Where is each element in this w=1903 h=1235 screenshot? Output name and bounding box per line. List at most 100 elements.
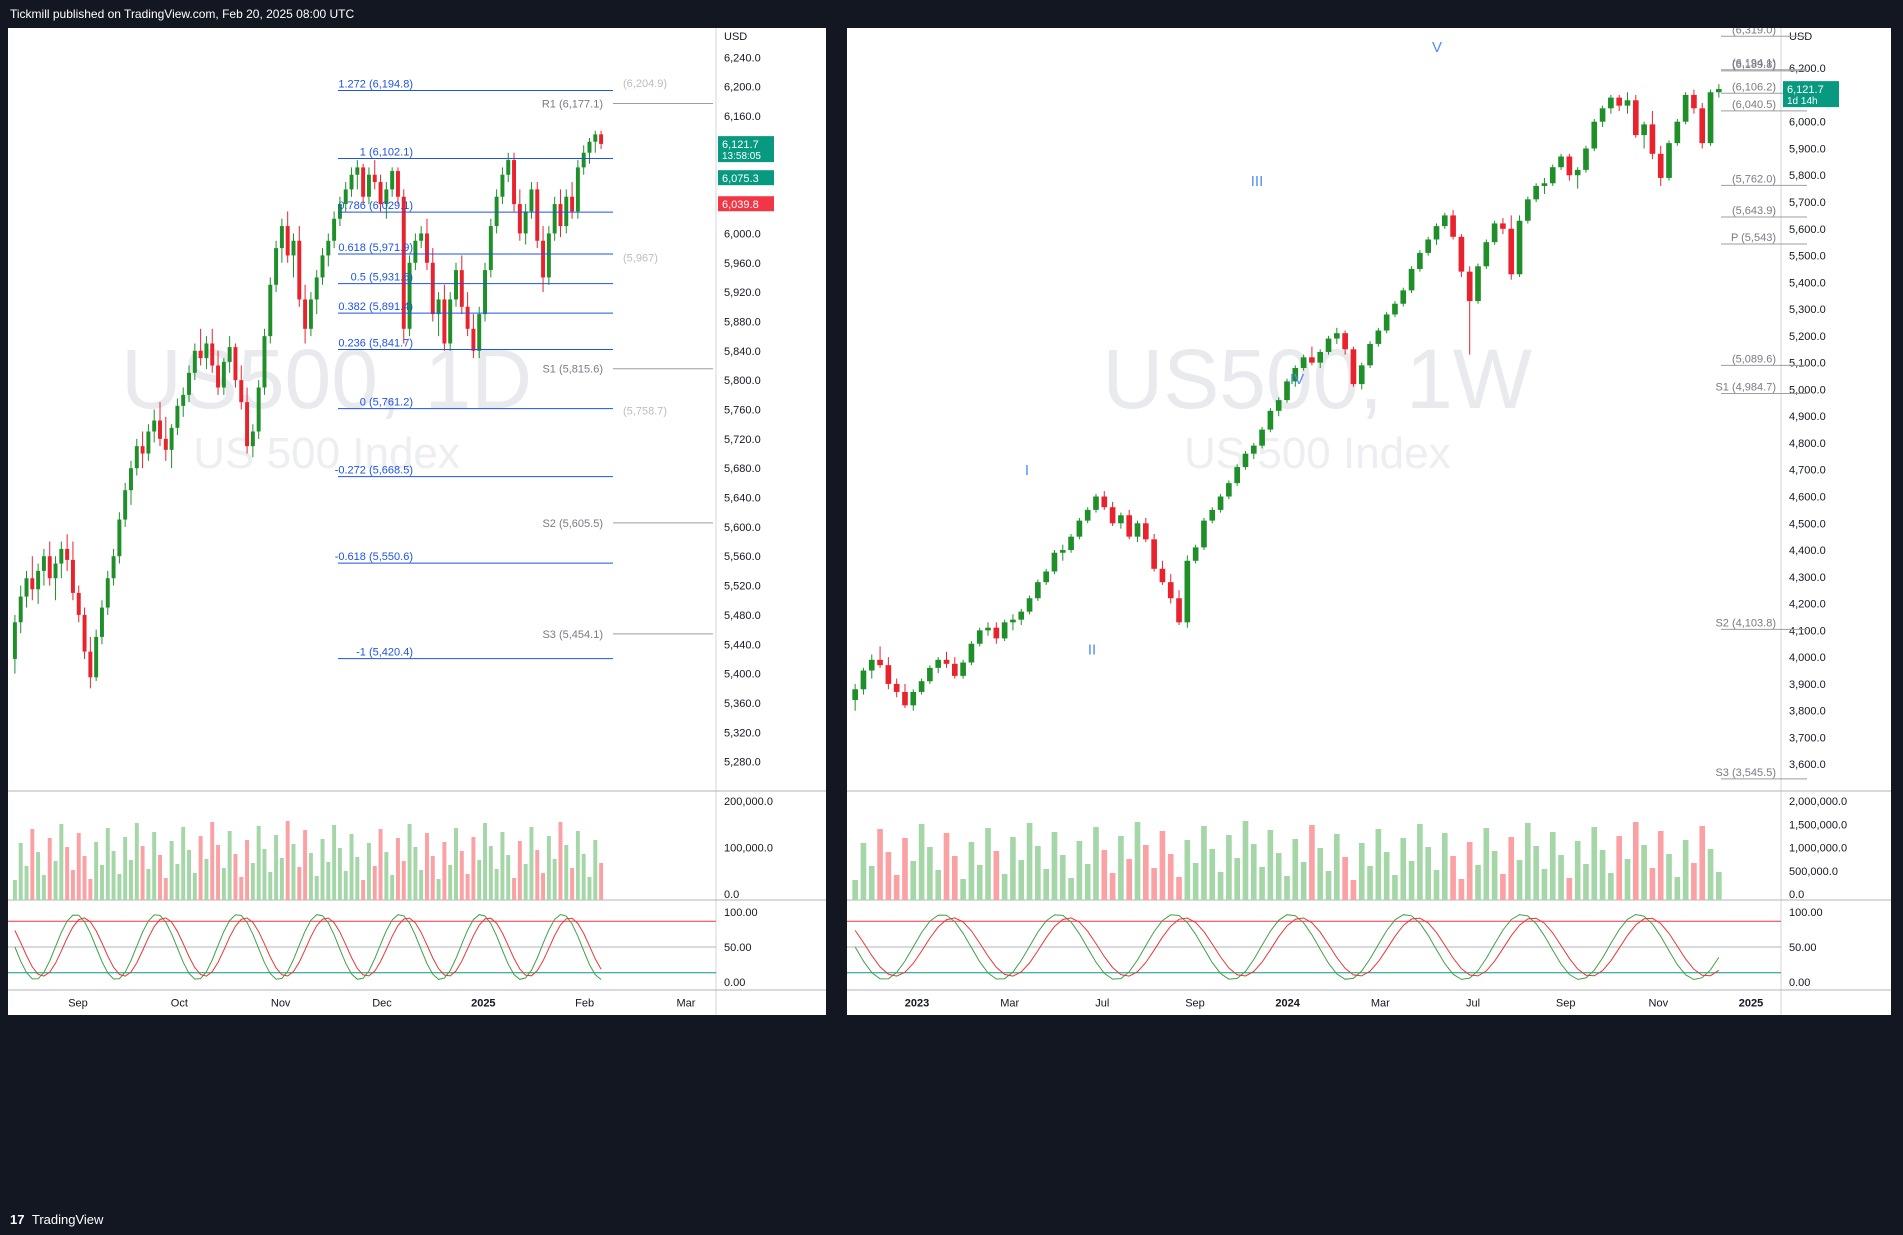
volume-bar <box>1425 847 1432 900</box>
price-label-value: 6,075.3 <box>722 173 759 185</box>
candle-body <box>1558 156 1564 168</box>
time-tick-label: Nov <box>271 998 291 1010</box>
volume-bar <box>1209 849 1216 900</box>
candle-body <box>1657 153 1664 178</box>
level-label: 1.272 (6,194.8) <box>338 79 413 91</box>
volume-bar <box>471 837 476 900</box>
wave-label: I <box>1025 462 1029 479</box>
level-label: (6,189.8) <box>1732 59 1776 71</box>
level-label: -1 (5,420.4) <box>356 647 413 659</box>
oscillator-tick-label: 100.00 <box>1789 907 1823 919</box>
volume-bar <box>413 847 418 900</box>
level-label: (6,319.0) <box>1732 28 1776 36</box>
volume-bar <box>70 870 75 900</box>
price-annotation: (5,967) <box>623 253 658 265</box>
volume-bar <box>951 856 958 900</box>
candle-body <box>546 233 551 278</box>
candle-body <box>111 556 116 579</box>
level-label: 0.618 (5,971.9) <box>338 242 413 254</box>
candle-body <box>285 226 290 256</box>
candle-body <box>918 681 925 692</box>
candle-body <box>1010 619 1016 623</box>
candle-body <box>1159 568 1166 583</box>
candle-body <box>1300 357 1307 369</box>
volume-bar <box>366 843 371 900</box>
volume-bar <box>1392 875 1398 900</box>
volume-bar <box>285 821 290 900</box>
candle-body <box>523 211 528 234</box>
candle-body <box>24 578 29 597</box>
candle-body <box>1076 520 1083 537</box>
volume-bar <box>1234 858 1240 900</box>
candle-body <box>76 592 81 615</box>
candle-body <box>1358 365 1365 385</box>
level-label: 0.382 (5,891.4) <box>338 301 413 313</box>
volume-bar <box>146 869 151 900</box>
candle-body <box>1566 156 1573 176</box>
candle-body <box>570 196 575 212</box>
candle-body <box>1093 496 1099 510</box>
volume-bar <box>163 878 168 900</box>
volume-bar <box>1342 857 1348 900</box>
volume-bar <box>529 827 534 900</box>
level-label: (5,643.9) <box>1732 205 1776 217</box>
volume-bar <box>993 851 1000 900</box>
candle-body <box>105 578 110 608</box>
candle-body <box>413 240 418 263</box>
candle-body <box>454 270 458 300</box>
price-tick-label: 5,300.0 <box>1789 304 1826 316</box>
candle-body <box>1491 223 1498 243</box>
volume-bar <box>1417 824 1423 900</box>
volume-bar <box>1059 855 1066 900</box>
candle-body <box>477 314 482 351</box>
volume-bar <box>1433 870 1440 900</box>
candle-body <box>129 468 133 491</box>
price-tick-label: 4,800.0 <box>1789 438 1826 450</box>
volume-bar <box>1458 879 1465 900</box>
candle-body <box>564 196 569 227</box>
volume-bar <box>893 875 900 900</box>
pivot-label: R1 (6,177.1) <box>542 98 603 110</box>
oscillator-d-line <box>854 917 1720 977</box>
candle-body <box>169 427 174 450</box>
price-tick-label: 5,960.0 <box>724 258 761 270</box>
volume-bar <box>65 847 70 900</box>
volume-bar <box>1275 853 1282 900</box>
tradingview-brand[interactable]: TradingView <box>31 1212 104 1227</box>
volume-bar <box>245 840 250 900</box>
candle-body <box>117 519 122 557</box>
candle-body <box>314 277 319 300</box>
candle-body <box>893 683 900 692</box>
price-annotation: (6,204.9) <box>623 78 667 90</box>
volume-bar <box>927 847 933 900</box>
volume-tick-label: 100,000.0 <box>724 843 773 855</box>
price-tick-label: 5,600.0 <box>1789 224 1826 236</box>
candle-body <box>448 299 453 344</box>
price-label-box <box>718 170 774 186</box>
volume-bar <box>210 822 215 900</box>
volume-bar <box>407 824 412 900</box>
candle-body <box>1068 536 1074 551</box>
price-label-value: 6,121.7 <box>722 139 759 151</box>
time-tick-label: Mar <box>1000 998 1019 1010</box>
level-label: S3 (3,545.5) <box>1715 767 1776 779</box>
volume-bar <box>968 842 975 900</box>
candle-body <box>59 548 64 564</box>
candle-body <box>985 627 991 631</box>
volume-bar <box>459 851 464 900</box>
candle-body <box>239 380 244 403</box>
volume-bar <box>1035 846 1041 900</box>
price-tick-label: 6,240.0 <box>724 52 761 64</box>
candle-body <box>1525 199 1531 221</box>
candle-body <box>1392 303 1398 315</box>
symbol-watermark: US500, 1W <box>1103 332 1533 426</box>
volume-tick-label: 200,000.0 <box>724 796 773 808</box>
candle-body <box>459 270 464 307</box>
volume-bar <box>1001 874 1008 900</box>
volume-bar <box>88 879 93 900</box>
volume-bar <box>1325 871 1332 900</box>
volume-bar <box>448 865 453 900</box>
chart-background <box>847 28 1891 1015</box>
